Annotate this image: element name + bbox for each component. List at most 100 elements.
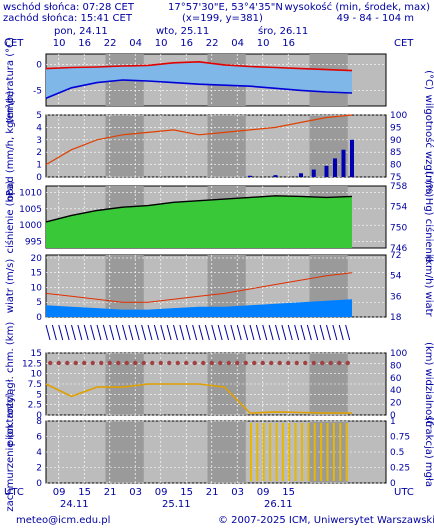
condition-dot [175,360,180,366]
coordinates-text: 17°57'30"E, 53°4'35"N [168,2,283,13]
condition-dot [150,360,155,366]
wind-direction-arrow [192,324,198,341]
y-axis-label: temperatura (°C) [5,37,16,123]
condition-dot [277,360,282,366]
wind-direction-arrow [147,324,153,341]
wind-direction-arrow [255,324,261,341]
cloud-bar [262,423,265,481]
condition-dot [320,360,325,366]
wind-speed-area [46,299,352,317]
y-tick-label: 2.5 [28,401,42,411]
y-tick-label: 5 [36,390,42,400]
y-tick-label: 4 [36,448,42,458]
wind-direction-arrow [268,324,274,341]
y-tick-label-right: 0 [390,479,396,489]
utc-label-right: UTC [394,487,414,498]
condition-dot [124,360,129,366]
cet-label-right: CET [394,38,414,49]
hour-tick-top: 10 [155,38,168,49]
precipitation-bar [324,165,329,177]
y-tick-label: 4 [36,123,42,133]
footer-email[interactable]: meteo@icm.edu.pl [16,515,111,526]
wind-direction-arrow [90,324,96,341]
night-band [309,115,348,177]
condition-dot [133,360,138,366]
y-axis-label: opad (mm/h, kg/m²/h) [5,91,16,202]
precipitation-bar [273,175,278,177]
y-tick-label-right: 80 [390,361,402,371]
condition-dot [82,360,87,366]
wind-direction-arrow [287,324,293,341]
hour-tick-bottom: 09 [53,487,66,498]
y-tick-label-right: 54 [390,272,402,282]
visibility-line [45,383,352,414]
grid-position-text: (x=199, y=381) [182,13,263,24]
y-tick-label-right: 0.75 [390,433,410,443]
wind-direction-arrow [102,324,108,341]
y-tick-label: 15 [31,349,42,359]
cloud-bar [256,423,259,481]
y-axis-label: pion. rozciągł. chm. (km) [5,322,16,447]
y-tick-label-right: 18 [390,313,402,323]
y-tick-label: 15 [31,269,42,279]
wind-direction-arrow [338,324,344,341]
condition-dot [311,360,316,366]
y-tick-label-right: 758 [390,182,407,192]
condition-dot [73,360,78,366]
y-axis-label: ciśnienie (hPa) [4,180,16,253]
cloud-bar [332,423,335,481]
cloud-bar [307,423,310,481]
wind-direction-arrow [179,324,185,341]
wind-direction-arrow [71,324,76,341]
day-label-top: śro, 26.11 [258,25,308,37]
hour-tick-top: 04 [231,38,244,49]
cloud-bar [288,423,291,481]
y-tick-label: -5 [33,86,42,96]
cloud-bar [320,423,323,481]
y-tick-label-right: 75 [390,173,401,183]
y-tick-label: 12.5 [22,359,42,369]
y-tick-label-right: 754 [390,203,407,213]
cloud-bar [301,423,303,481]
y-tick-label-right: 95 [390,123,401,133]
hour-tick-top: 10 [53,38,66,49]
humidity-line [45,114,353,166]
wind-direction-arrow [262,324,268,341]
precipitation-bar [350,139,354,177]
y-axis-label-right: (km) widzialność [423,342,434,426]
y-tick-label: 5 [36,298,42,308]
wind-direction-arrow [51,324,57,341]
condition-dot [337,360,342,366]
hour-tick-bottom: 03 [231,487,244,498]
condition-dot [209,360,214,366]
y-tick-label: 2 [36,148,42,158]
y-tick-label-right: 746 [390,244,407,254]
condition-dot [65,360,70,366]
wind-direction-arrow [96,324,102,341]
y-tick-label: 0 [36,411,42,421]
wind-direction-arrow [83,324,89,341]
condition-dot [90,360,95,366]
y-tick-label-right: 0 [390,411,396,421]
wind-direction-arrow [243,324,249,341]
height-label: wysokość (min, środek, max) [284,2,430,13]
cloud-bar [269,423,272,481]
y-tick-label-right: 40 [390,386,402,396]
condition-dot [184,360,189,366]
wind-direction-arrow [128,324,134,341]
wind-direction-arrow [306,324,312,341]
hour-tick-bottom: 21 [206,487,219,498]
cloud-bar [313,423,316,481]
night-band [207,115,246,177]
hour-tick-bottom: 09 [257,487,270,498]
wind-direction-arrow [64,324,70,341]
wind-direction-arrow [58,324,64,341]
condition-dot [56,360,61,366]
utc-label-left: UTC [4,487,24,498]
condition-dot [260,360,265,366]
day-label-bottom: 24.11 [60,499,89,510]
hour-tick-bottom: 21 [104,487,117,498]
wind-direction-arrow [160,324,166,341]
hour-tick-top: 10 [257,38,270,49]
wind-direction-arrow [345,324,351,341]
